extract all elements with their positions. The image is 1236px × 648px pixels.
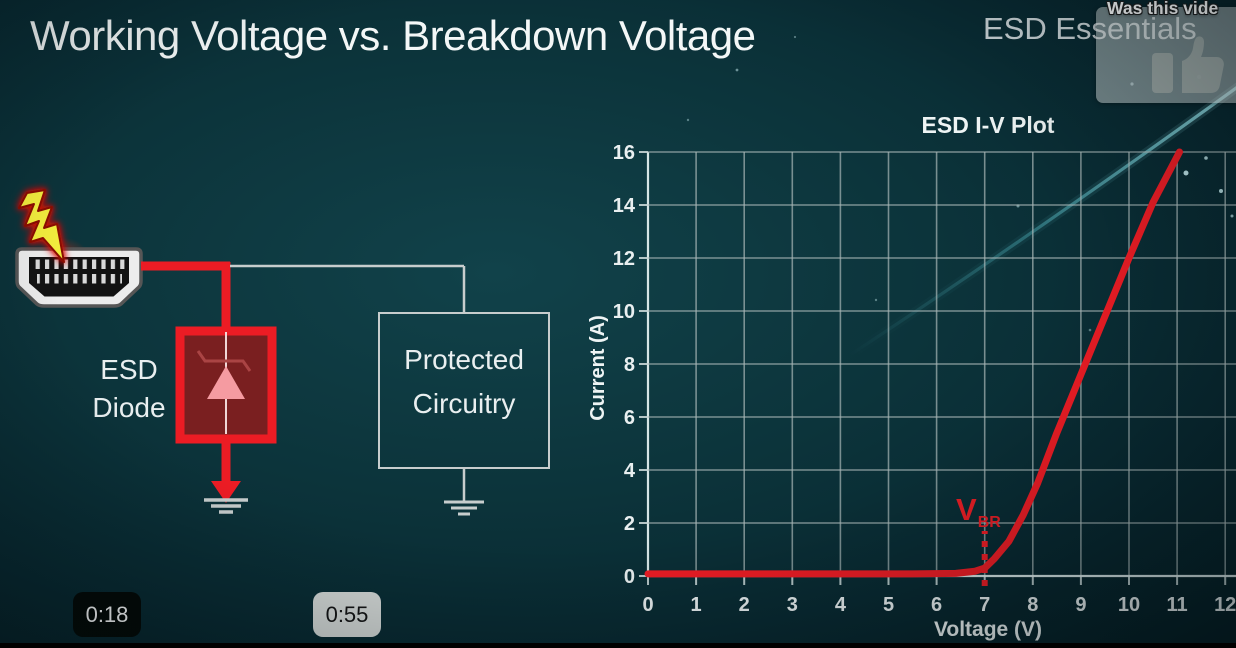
ground-symbol-esd xyxy=(204,498,248,514)
svg-text:10: 10 xyxy=(613,301,635,323)
svg-text:6: 6 xyxy=(931,594,942,616)
chart-title: ESD I-V Plot xyxy=(921,112,1055,138)
svg-text:10: 10 xyxy=(1118,594,1140,616)
timestamp-badge-2[interactable]: 0:55 xyxy=(313,592,381,637)
protected-circuitry-label: Protected Circuitry xyxy=(379,338,549,426)
svg-text:5: 5 xyxy=(883,594,894,616)
svg-text:3: 3 xyxy=(787,594,798,616)
svg-text:9: 9 xyxy=(1075,594,1086,616)
esd-diode-label-line1: ESD xyxy=(100,354,158,385)
svg-text:4: 4 xyxy=(835,594,847,616)
hdmi-connector-icon xyxy=(15,247,143,308)
svg-text:8: 8 xyxy=(624,354,635,376)
vbr-subscript: BR xyxy=(977,514,1001,531)
svg-text:16: 16 xyxy=(613,142,635,164)
vbr-symbol: V xyxy=(956,492,977,527)
y-axis-label: Current (A) xyxy=(587,315,609,421)
protected-circuitry-label-line1: Protected xyxy=(404,344,524,375)
arrow-to-ground xyxy=(211,439,241,503)
esd-diode-symbol xyxy=(196,332,252,434)
strike-glow xyxy=(42,238,90,286)
esd-diode-box xyxy=(175,326,277,444)
svg-text:1: 1 xyxy=(691,594,702,616)
svg-text:7: 7 xyxy=(979,594,990,616)
lightning-icon xyxy=(18,189,65,263)
bottom-edge-bar xyxy=(0,643,1236,648)
wire-red xyxy=(141,261,231,328)
svg-text:8: 8 xyxy=(1027,594,1038,616)
ground-symbol-protected xyxy=(444,500,484,516)
svg-text:0: 0 xyxy=(624,566,635,588)
poll-question-text: Was this vide xyxy=(1107,0,1219,18)
protected-circuitry-label-line2: Circuitry xyxy=(412,388,516,419)
vbr-annotation: VBR xyxy=(956,492,1001,531)
esd-diode-label: ESD Diode xyxy=(83,351,175,427)
video-poll-overlay[interactable] xyxy=(1096,7,1236,103)
page-title: Working Voltage vs. Breakdown Voltage xyxy=(30,12,756,59)
svg-text:2: 2 xyxy=(739,594,750,616)
esd-diode-label-line2: Diode xyxy=(92,392,166,423)
svg-text:11: 11 xyxy=(1167,594,1188,616)
svg-text:2: 2 xyxy=(624,513,635,535)
svg-text:4: 4 xyxy=(624,460,636,482)
svg-text:14: 14 xyxy=(613,195,636,217)
svg-text:12: 12 xyxy=(1214,594,1236,616)
svg-text:0: 0 xyxy=(642,594,653,616)
x-axis-label: Voltage (V) xyxy=(933,618,1043,641)
svg-text:12: 12 xyxy=(613,248,635,270)
svg-text:6: 6 xyxy=(624,407,635,429)
timestamp-badge-1[interactable]: 0:18 xyxy=(73,592,141,637)
